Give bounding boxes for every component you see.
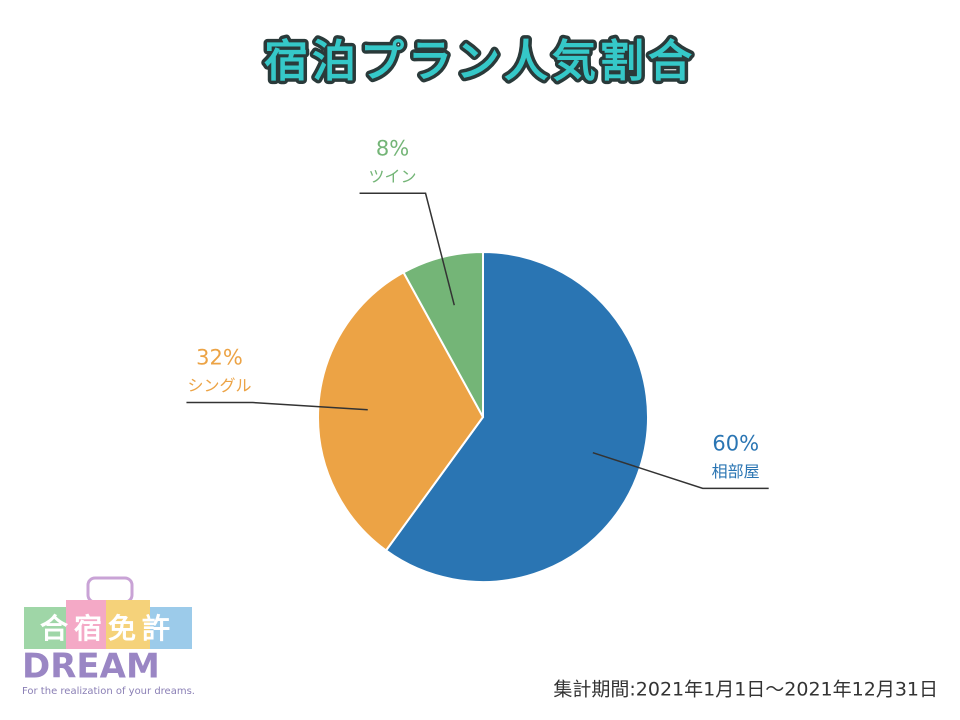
footer-note: 集計期間:2021年1月1日〜2021年12月31日: [553, 679, 938, 701]
logo-tile: [106, 600, 150, 649]
logo-tagline: For the realization of your dreams.: [22, 686, 195, 697]
leader-line: [592, 451, 769, 490]
chart-title: 宿泊プラン人気割合: [264, 36, 696, 87]
logo-tile: [24, 607, 66, 649]
leader-line: [359, 192, 456, 306]
logo: 合宿免許 DREAM For the realization of your d…: [22, 576, 195, 697]
logo-brand: DREAM: [22, 647, 160, 687]
data-label: 60%: [712, 431, 759, 455]
category-label: 相部屋: [712, 462, 760, 481]
category-label: シングル: [187, 376, 251, 395]
data-label: 8%: [376, 136, 409, 160]
category-label: ツイン: [369, 167, 417, 186]
logo-tile: [66, 600, 106, 649]
logo-tile: [150, 607, 192, 649]
data-label: 32%: [196, 345, 243, 369]
logo-title: 合宿免許: [40, 612, 176, 645]
leader-line: [186, 401, 368, 411]
